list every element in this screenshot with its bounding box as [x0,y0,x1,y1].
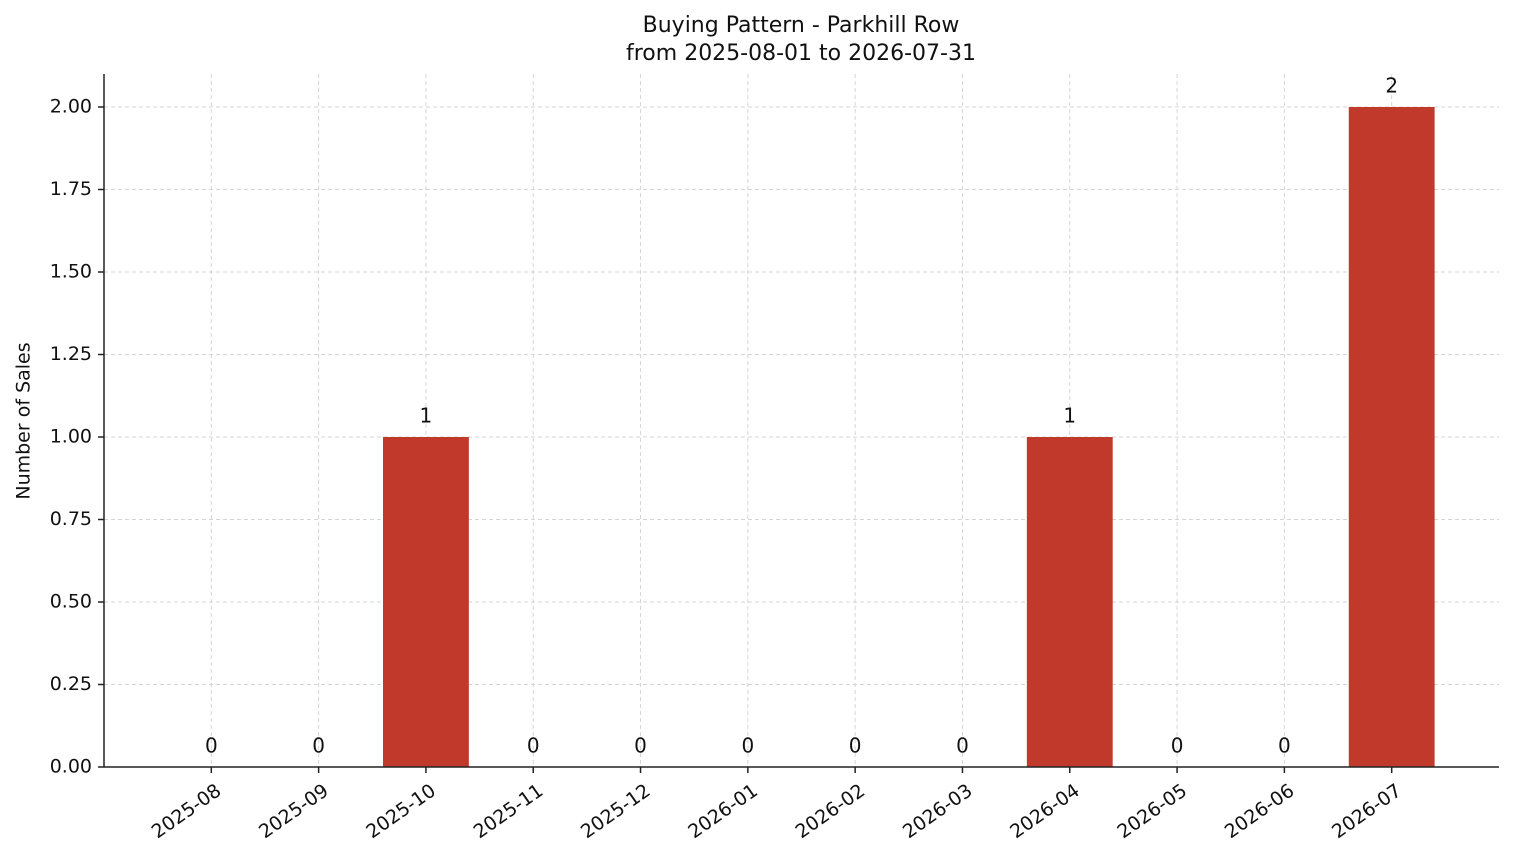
y-tick-label: 1.00 [50,426,92,448]
data-label: 0 [956,734,969,758]
data-label: 0 [634,734,647,758]
data-label: 0 [1171,734,1184,758]
x-tick-label: 2026-03 [899,780,977,844]
chart-title: Buying Pattern - Parkhill Row [643,13,960,38]
x-tick-label: 2026-02 [792,780,870,844]
chart-subtitle: from 2025-08-01 to 2026-07-31 [626,41,976,66]
x-tick-label: 2025-10 [362,780,440,844]
y-tick-label: 0.00 [50,756,92,778]
data-label: 0 [849,734,862,758]
y-tick-label: 2.00 [50,96,92,118]
data-label: 0 [527,734,540,758]
x-tick-label: 2026-01 [684,780,762,844]
data-label: 0 [312,734,325,758]
x-tick-label: 2025-12 [577,780,655,844]
y-tick-label: 0.50 [50,591,92,613]
data-label: 0 [1278,734,1291,758]
x-tick-label: 2026-07 [1328,780,1406,844]
x-tick-label: 2026-06 [1221,780,1299,844]
bar [1026,437,1113,767]
x-tick-label: 2025-11 [470,780,548,844]
data-label: 0 [741,734,754,758]
bar [383,437,469,767]
y-tick-label: 0.25 [50,673,92,695]
data-label: 1 [1063,404,1076,428]
y-tick-label: 1.25 [50,343,92,365]
y-tick-label: 0.75 [50,508,92,530]
y-tick-label: 1.50 [50,261,92,283]
y-axis-label: Number of Sales [13,342,35,499]
x-tick-label: 2025-08 [148,780,226,844]
bar [1348,107,1435,767]
data-label: 0 [205,734,218,758]
data-label: 2 [1385,74,1398,98]
y-tick-label: 1.75 [50,178,92,200]
x-tick-label: 2026-04 [1006,780,1084,844]
x-tick-label: 2026-05 [1113,780,1191,844]
data-label: 1 [420,404,433,428]
x-tick-label: 2025-09 [255,780,333,844]
